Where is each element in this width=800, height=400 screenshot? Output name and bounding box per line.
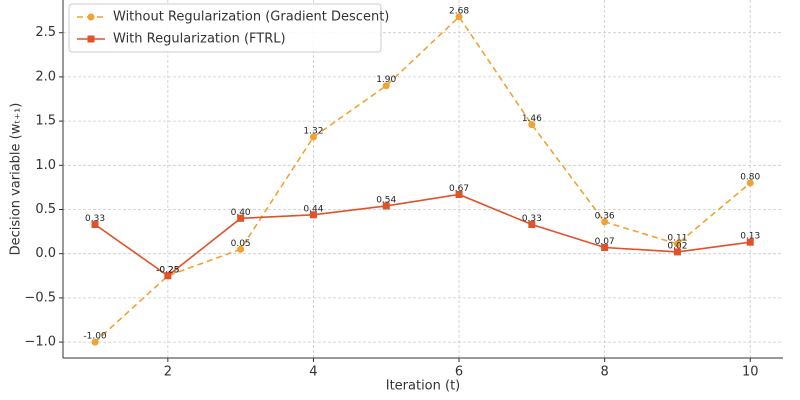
legend-marker [87, 35, 95, 43]
point [601, 244, 609, 252]
point [309, 211, 317, 219]
legend-label: With Regularization (FTRL) [113, 32, 286, 47]
point [673, 248, 681, 256]
value-label: 0.33 [85, 214, 105, 224]
x-tick-label: 8 [600, 365, 608, 380]
x-tick-label: 6 [455, 365, 463, 380]
y-tick-label: 0.0 [35, 246, 56, 261]
y-tick-label: 1.0 [35, 158, 56, 173]
point [746, 179, 754, 187]
value-label: 0.67 [449, 184, 469, 194]
value-label: 1.90 [376, 75, 396, 85]
point [237, 245, 245, 253]
x-tick-label: 10 [742, 365, 759, 380]
value-label: 0.05 [231, 239, 251, 249]
value-label: 0.07 [595, 237, 615, 247]
point [382, 202, 390, 210]
y-tick-label: 2.5 [35, 25, 56, 40]
point [164, 272, 172, 280]
point [673, 240, 681, 248]
value-label: 0.40 [231, 208, 251, 218]
series-line [94, 15, 751, 343]
point [528, 221, 536, 229]
y-tick-label: 1.5 [35, 114, 56, 129]
value-label: 1.46 [522, 114, 542, 124]
x-tick-label: 4 [309, 365, 317, 380]
value-label: 0.33 [522, 214, 542, 224]
legend-marker [87, 13, 95, 21]
point [455, 13, 463, 21]
point [382, 82, 390, 90]
y-tick-label: −1.0 [24, 335, 56, 350]
y-tick-label: −0.5 [24, 290, 56, 305]
value-label: 0.02 [667, 241, 687, 251]
value-label: 2.68 [449, 6, 469, 16]
y-tick-label: 2.0 [35, 69, 56, 84]
value-label: -1.00 [83, 332, 107, 342]
value-label: 0.36 [595, 211, 615, 221]
legend-box [68, 3, 382, 53]
point [528, 121, 536, 129]
point [309, 133, 317, 141]
legend-label: Without Regularization (Gradient Descent… [113, 10, 389, 25]
y-axis-label: Decision variable (wₜ₊₁) [9, 103, 24, 256]
value-label: 0.54 [376, 195, 396, 205]
value-label: 0.13 [740, 232, 760, 242]
point [91, 221, 99, 229]
value-label: 0.11 [667, 233, 687, 243]
x-tick-label: 2 [164, 365, 172, 380]
x-axis-label: Iteration (t) [386, 379, 461, 394]
point [746, 238, 754, 246]
point [91, 338, 99, 346]
value-label: -0.25 [156, 265, 179, 275]
y-tick-label: 0.5 [35, 202, 56, 217]
value-label: 0.44 [303, 204, 323, 214]
value-label: 1.32 [303, 127, 323, 137]
legend: Without Regularization (Gradient Descent… [68, 3, 389, 53]
point [601, 218, 609, 226]
point [455, 190, 463, 198]
series-line [94, 193, 751, 277]
value-label: 0.80 [740, 172, 760, 182]
point [237, 214, 245, 222]
value-label: -0.25 [156, 265, 179, 275]
